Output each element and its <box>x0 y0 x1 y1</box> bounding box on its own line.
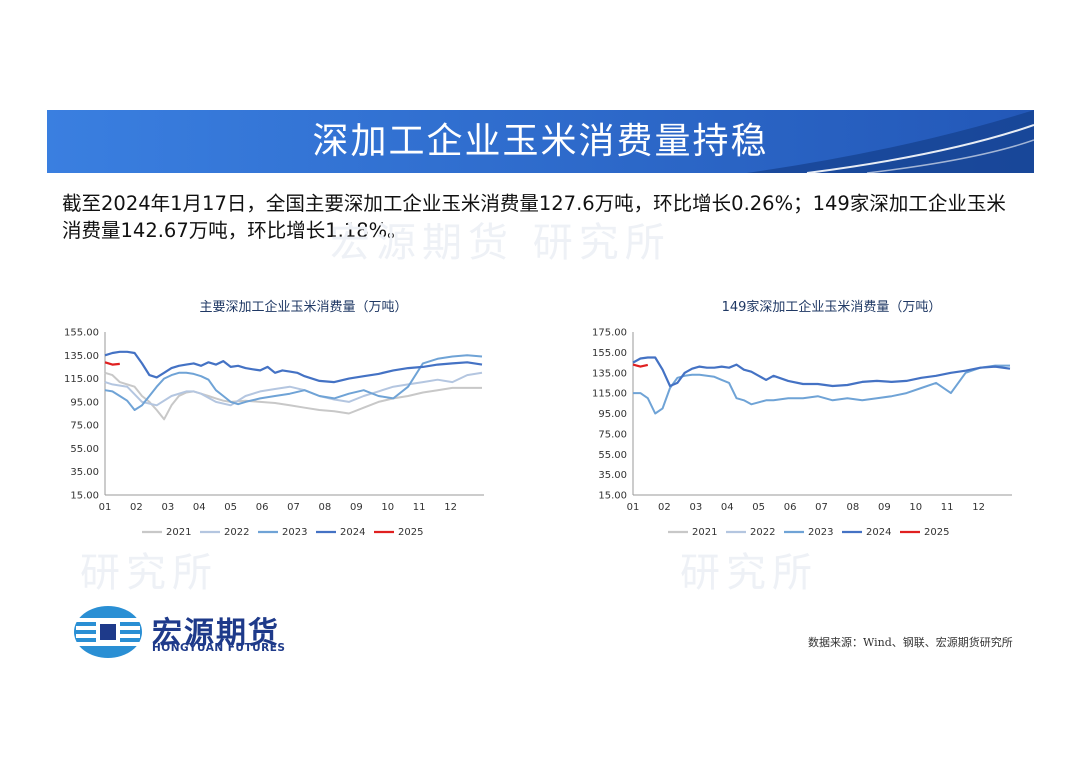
x-tick-label: 04 <box>721 502 734 513</box>
x-tick-label: 06 <box>784 502 797 513</box>
x-tick-label: 02 <box>658 502 671 513</box>
x-tick-label: 03 <box>161 502 174 513</box>
x-tick-label: 11 <box>941 502 954 513</box>
y-tick-label: 115.00 <box>64 374 99 385</box>
x-tick-label: 01 <box>99 502 112 513</box>
y-tick-label: 115.00 <box>592 389 627 400</box>
legend-label-2023: 2023 <box>808 527 833 538</box>
x-tick-label: 08 <box>847 502 860 513</box>
legend-label-2025: 2025 <box>398 527 423 538</box>
y-tick-label: 75.00 <box>70 421 99 432</box>
y-tick-label: 35.00 <box>70 467 99 478</box>
x-tick-label: 10 <box>381 502 394 513</box>
x-tick-label: 11 <box>413 502 426 513</box>
title-banner: 深加工企业玉米消费量持稳 <box>47 110 1034 173</box>
y-tick-label: 75.00 <box>598 429 627 440</box>
series-line-2024 <box>104 350 483 384</box>
y-tick-label: 55.00 <box>70 444 99 455</box>
legend-label-2022: 2022 <box>750 527 775 538</box>
x-tick-label: 05 <box>752 502 765 513</box>
legend-label-2022: 2022 <box>224 527 249 538</box>
x-tick-label: 06 <box>256 502 269 513</box>
legend-label-2024: 2024 <box>340 527 365 538</box>
y-tick-label: 35.00 <box>598 470 627 481</box>
logo-chinese-name: 宏源期货 <box>152 616 280 651</box>
chart-149-consumption: 149家深加工企业玉米消费量（万吨） 15.00 35.00 55.00 75.00 95… <box>592 299 1012 538</box>
x-tick-label: 09 <box>878 502 891 513</box>
series-line-2021 <box>104 371 482 421</box>
x-tick-label: 02 <box>130 502 143 513</box>
x-tick-label: 08 <box>319 502 332 513</box>
series-line-2025 <box>632 363 649 368</box>
y-tick-label: 55.00 <box>598 450 627 461</box>
series-line-2024 <box>632 356 1011 388</box>
banner-background <box>47 110 1034 173</box>
y-tick-label: 95.00 <box>598 409 627 420</box>
legend-label-2025: 2025 <box>924 527 949 538</box>
logo-emblem-icon <box>74 606 142 658</box>
y-tick-label: 95.00 <box>70 397 99 408</box>
series-line-2025 <box>104 361 120 366</box>
x-tick-label: 03 <box>689 502 702 513</box>
legend-label-2024: 2024 <box>866 527 891 538</box>
y-tick-label: 15.00 <box>598 491 627 502</box>
series-line-2022 <box>104 371 483 407</box>
x-tick-label: 12 <box>972 502 985 513</box>
legend-label-2023: 2023 <box>282 527 307 538</box>
data-source: 数据来源：Wind、钢联、宏源期货研究所 <box>808 636 1013 649</box>
y-tick-label: 175.00 <box>592 328 627 339</box>
x-tick-label: 10 <box>909 502 922 513</box>
page-title: 深加工企业玉米消费量持稳 <box>312 121 769 162</box>
x-tick-label: 01 <box>627 502 640 513</box>
series-line-2023 <box>633 364 1010 415</box>
chart-title: 主要深加工企业玉米消费量（万吨） <box>199 299 407 315</box>
x-tick-label: 05 <box>224 502 237 513</box>
company-logo: 宏源期货 HONGYUAN FUTURES <box>72 604 312 660</box>
logo-english-name: HONGYUAN FUTURES <box>152 642 286 654</box>
series-line-2023 <box>104 354 483 411</box>
y-tick-label: 155.00 <box>64 328 99 339</box>
legend-label-2021: 2021 <box>166 527 191 538</box>
y-tick-label: 15.00 <box>70 491 99 502</box>
y-tick-label: 135.00 <box>64 351 99 362</box>
x-tick-label: 07 <box>287 502 300 513</box>
x-tick-label: 09 <box>350 502 363 513</box>
legend-label-2021: 2021 <box>692 527 717 538</box>
x-tick-label: 12 <box>444 502 457 513</box>
x-tick-label: 07 <box>815 502 828 513</box>
y-tick-label: 135.00 <box>592 368 627 379</box>
chart-title: 149家深加工企业玉米消费量（万吨） <box>722 299 942 315</box>
chart-main-consumption: 主要深加工企业玉米消费量（万吨） 15.00 35.00 55.00 75.00 95.0… <box>64 299 484 538</box>
summary-text: 截至2024年1月17日，全国主要深加工企业玉米消费量127.6万吨，环比增长0… <box>62 192 1006 242</box>
x-tick-label: 04 <box>193 502 206 513</box>
y-tick-label: 155.00 <box>592 348 627 359</box>
